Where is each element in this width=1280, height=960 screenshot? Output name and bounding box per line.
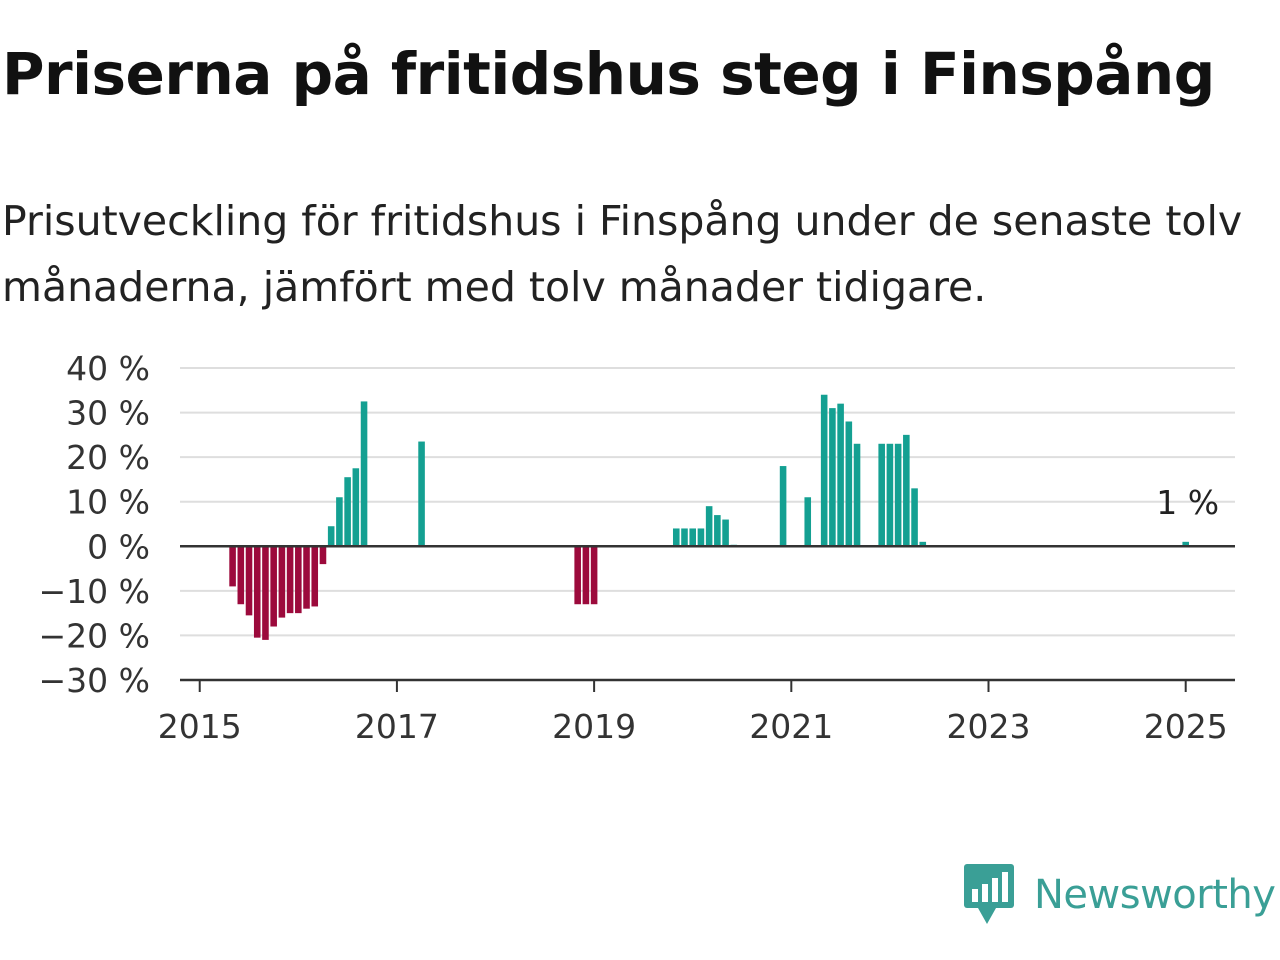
bar xyxy=(919,541,927,547)
bar xyxy=(804,497,812,547)
y-tick-label: 0 % xyxy=(87,527,150,566)
brand: Newsworthy xyxy=(964,864,1276,926)
y-tick-label: −30 % xyxy=(39,661,151,700)
y-tick-label: 10 % xyxy=(66,483,150,522)
bar xyxy=(903,434,910,547)
newsworthy-logo-icon xyxy=(964,864,1014,924)
bar xyxy=(352,468,360,547)
bar xyxy=(894,443,902,547)
bar xyxy=(779,466,787,547)
bar xyxy=(253,546,261,638)
bar xyxy=(270,546,277,627)
y-tick-label: 20 % xyxy=(66,438,150,477)
bar xyxy=(278,546,286,618)
tick-labels: 40 % 30 % 20 % 10 % 0 % −10 % −20 % −30 %2015 20… xyxy=(39,349,1228,746)
bar xyxy=(705,506,713,547)
bars xyxy=(229,394,1189,640)
x-tick-label: 2019 xyxy=(552,707,636,746)
bar-chart: 40 % 30 % 20 % 10 % 0 % −10 % −20 % −30 %2015 20… xyxy=(39,349,1235,746)
bar xyxy=(672,528,680,547)
bar xyxy=(574,546,581,605)
y-tick-label: 30 % xyxy=(66,394,150,433)
bar xyxy=(303,546,310,609)
bar xyxy=(837,403,844,547)
annotation-label: 1 % xyxy=(1156,483,1219,522)
bar xyxy=(722,519,729,547)
y-tick-label: 40 % xyxy=(66,349,150,388)
y-tick-label: −10 % xyxy=(39,572,151,611)
bar xyxy=(697,528,705,547)
bar xyxy=(1182,541,1189,547)
bar xyxy=(245,546,253,616)
bar xyxy=(286,546,294,614)
bar xyxy=(590,546,598,605)
brand-name: Newsworthy xyxy=(1034,872,1276,918)
bar xyxy=(582,546,590,605)
bar xyxy=(689,528,696,547)
x-tick-label: 2015 xyxy=(158,707,242,746)
bar xyxy=(295,546,302,614)
bar xyxy=(820,394,828,547)
bar xyxy=(845,421,853,547)
x-tick-label: 2017 xyxy=(355,707,439,746)
bar xyxy=(327,526,335,547)
bar xyxy=(853,443,861,547)
x-tick-label: 2025 xyxy=(1144,707,1228,746)
chart-subtitle: Prisutveckling för fritidshus i Finspång… xyxy=(2,197,1243,311)
x-tick-label: 2021 xyxy=(749,707,833,746)
y-tick-label: −20 % xyxy=(39,616,151,655)
x-tick-label: 2023 xyxy=(947,707,1031,746)
bar xyxy=(344,477,351,547)
bar xyxy=(886,443,894,547)
bar xyxy=(360,401,368,547)
bar xyxy=(714,515,721,547)
bar xyxy=(319,546,327,565)
bar xyxy=(311,546,319,607)
chart-title: Priserna på fritidshus steg i Finspång xyxy=(2,40,1215,108)
bar xyxy=(681,528,688,547)
bar xyxy=(262,546,269,640)
bar xyxy=(878,443,885,547)
bar xyxy=(829,408,836,547)
bar xyxy=(418,441,425,547)
bar xyxy=(229,546,236,587)
bar xyxy=(911,488,918,547)
bar xyxy=(237,546,245,605)
bar xyxy=(336,497,343,547)
axes xyxy=(180,545,1235,692)
